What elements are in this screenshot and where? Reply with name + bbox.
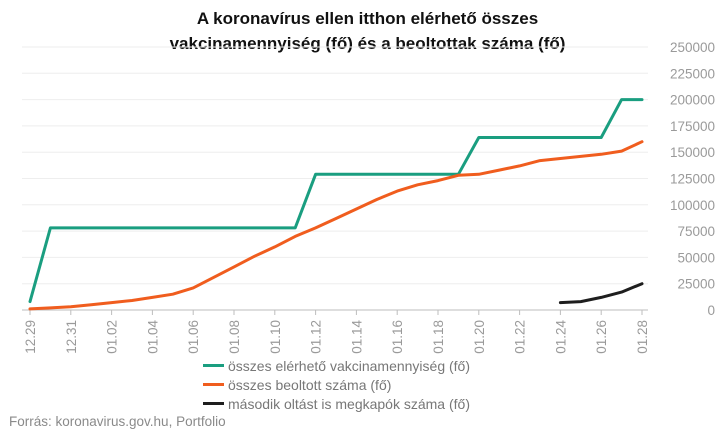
legend: összes elérhető vakcinamennyiség (fő) ös… <box>203 356 470 413</box>
series-line-2 <box>558 282 644 305</box>
y-tick-label: 25000 <box>677 277 715 292</box>
x-tick-label: 01.06 <box>186 320 201 354</box>
x-tick-label: 01.22 <box>513 320 528 354</box>
x-tick-label: 01.16 <box>390 320 405 354</box>
legend-item-vaccinated: összes beoltott száma (fő) <box>203 375 470 394</box>
x-tick-label: 01.26 <box>594 320 609 354</box>
x-tick-label: 01.04 <box>145 320 160 354</box>
chart-title: A koronavírus ellen itthon elérhető össz… <box>0 6 725 56</box>
chart-title-line-2: vakcinamennyiség (fő) és a beoltottak sz… <box>169 34 566 53</box>
y-tick-label: 175000 <box>670 119 715 134</box>
legend-item-second-dose: második oltást is megkapók száma (fő) <box>203 394 470 413</box>
source-note: Forrás: koronavirus.gov.hu, Portfolio <box>9 414 226 429</box>
y-tick-label: 50000 <box>677 250 715 265</box>
y-tick-label: 200000 <box>670 93 715 108</box>
x-tick-label: 01.10 <box>268 320 283 354</box>
x-tick-label: 01.18 <box>431 320 446 354</box>
x-tick-label: 01.28 <box>635 320 650 354</box>
legend-label-available: összes elérhető vakcinamennyiség (fő) <box>228 357 471 374</box>
chart-title-line-1: A koronavírus ellen itthon elérhető össz… <box>196 9 539 28</box>
x-tick-label: 01.14 <box>349 320 364 354</box>
y-tick-label: 150000 <box>670 145 715 160</box>
x-tick-label: 12.29 <box>23 320 38 354</box>
legend-label-vaccinated: összes beoltott száma (fő) <box>228 376 392 393</box>
y-tick-label: 0 <box>707 303 715 318</box>
x-tick-label: 01.08 <box>227 320 242 354</box>
x-tick-label: 01.12 <box>309 320 324 354</box>
legend-item-available: összes elérhető vakcinamennyiség (fő) <box>203 356 470 375</box>
gridlines <box>22 46 648 311</box>
legend-label-second-dose: második oltást is megkapók száma (fő) <box>228 395 470 412</box>
y-tick-label: 100000 <box>670 198 715 213</box>
y-tick-label: 125000 <box>670 172 715 187</box>
series-line-0 <box>28 98 644 304</box>
x-axis-tick-labels: 12.29 12.31 01.02 01.04 01.06 01.08 01.10 01.12… <box>23 310 650 354</box>
x-tick-label: 12.31 <box>64 320 79 354</box>
y-tick-label: 225000 <box>670 66 715 81</box>
legend-swatch-vaccinated <box>203 383 224 386</box>
y-axis-tick-labels: 0 25000 50000 75000 100000 125000 150000 175000… <box>670 40 715 318</box>
series-lines <box>28 98 644 311</box>
legend-swatch-available <box>203 364 224 367</box>
legend-swatch-second-dose <box>203 402 224 405</box>
x-tick-label: 01.24 <box>553 320 568 354</box>
series-line-1 <box>28 140 644 311</box>
y-tick-label: 250000 <box>670 40 715 55</box>
x-tick-label: 01.20 <box>472 320 487 354</box>
y-tick-label: 75000 <box>677 224 715 239</box>
x-tick-label: 01.02 <box>105 320 120 354</box>
